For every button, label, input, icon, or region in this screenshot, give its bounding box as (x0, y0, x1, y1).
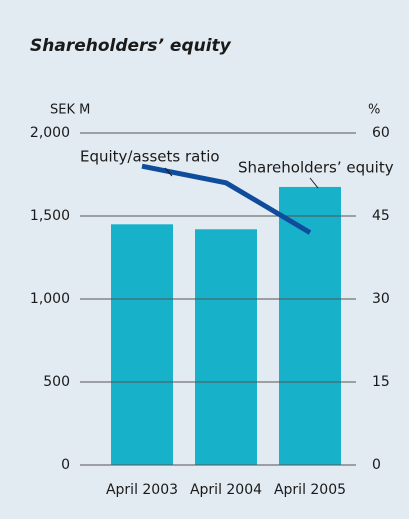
y-tick-label: 500 (43, 374, 70, 390)
y-axis-label: SEK M (50, 103, 90, 118)
x-tick-label: April 2005 (274, 482, 346, 498)
y-tick-label: 1,000 (30, 291, 70, 307)
annotation: Equity/assets ratio (80, 148, 220, 166)
line (141, 163, 312, 235)
y2-tick-label: 60 (372, 125, 390, 141)
annotation: Shareholders’ equity (238, 159, 394, 177)
y2-tick-label: 45 (372, 208, 390, 224)
x-tick-label: April 2004 (190, 482, 262, 498)
leader-line (309, 177, 319, 189)
y-tick-label: 2,000 (30, 125, 70, 141)
leader-line (164, 167, 173, 177)
y-tick-label: 0 (61, 457, 70, 473)
y2-tick-label: 30 (372, 291, 390, 307)
x-tick-label: April 2003 (106, 482, 178, 498)
y2-tick-label: 15 (372, 374, 390, 390)
bar (195, 229, 257, 465)
plot: April 2003 April 2004 April 2005 0 500 1,000 1… (30, 125, 390, 498)
chart-title: Shareholders’ equity (30, 36, 232, 56)
y2-tick-label: 0 (372, 457, 381, 473)
bar (111, 224, 173, 465)
y2-axis-label: % (368, 103, 380, 118)
y-tick-label: 1,500 (30, 208, 70, 224)
bar (279, 186, 341, 465)
